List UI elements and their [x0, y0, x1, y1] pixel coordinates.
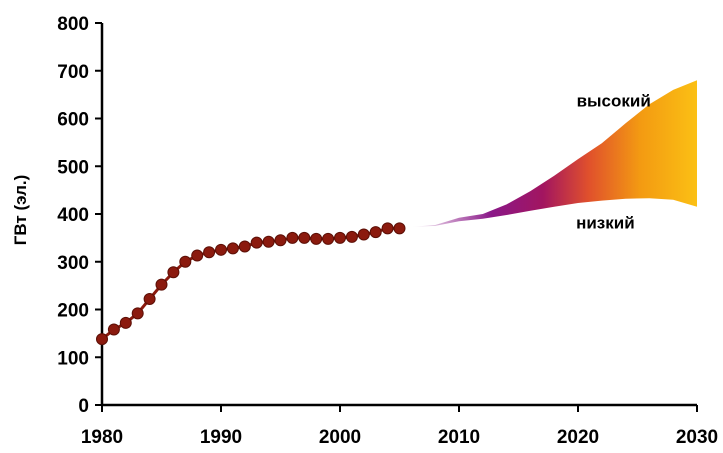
- data-point: [107, 323, 120, 336]
- x-tick-label: 2010: [438, 427, 480, 448]
- y-tick-label: 800: [57, 14, 89, 35]
- data-point: [238, 240, 251, 253]
- x-tick-label: 2000: [319, 427, 361, 448]
- data-point: [215, 243, 227, 256]
- projection-band: [411, 80, 697, 227]
- data-point: [286, 231, 299, 244]
- x-tick-label: 1990: [200, 427, 242, 448]
- data-point: [334, 231, 346, 244]
- x-tick-label: 2030: [676, 427, 718, 448]
- annotation-low: низкий: [576, 213, 635, 232]
- data-point: [298, 231, 311, 244]
- data-point: [155, 278, 168, 291]
- series-line: [101, 226, 400, 341]
- data-point: [119, 316, 132, 329]
- data-point: [226, 242, 239, 255]
- data-point: [369, 226, 382, 239]
- data-point: [393, 222, 406, 235]
- data-point: [179, 255, 192, 268]
- data-point: [203, 246, 216, 259]
- annotation-high: высокий: [577, 92, 651, 111]
- y-tick-label: 300: [57, 253, 89, 274]
- y-tick-label: 200: [57, 301, 89, 322]
- data-point: [345, 230, 358, 243]
- data-point: [250, 236, 263, 249]
- data-point: [357, 228, 370, 241]
- y-tick-label: 700: [57, 62, 89, 83]
- data-point: [274, 234, 287, 247]
- y-tick-label: 500: [57, 157, 89, 178]
- data-point: [191, 249, 204, 262]
- data-point: [262, 235, 275, 248]
- y-axis-label: ГВт (эл.): [11, 175, 30, 246]
- y-tick-label: 400: [57, 205, 89, 226]
- data-point: [131, 307, 144, 320]
- data-point: [167, 266, 180, 279]
- y-tick-label: 100: [57, 348, 89, 369]
- data-point: [310, 232, 323, 245]
- x-tick-label: 2020: [557, 427, 599, 448]
- x-tick-label: 1980: [81, 427, 123, 448]
- data-point: [322, 232, 335, 245]
- y-tick-label: 600: [57, 110, 89, 131]
- data-point: [96, 333, 108, 346]
- y-tick-label: 0: [78, 396, 89, 417]
- data-point: [381, 222, 394, 235]
- data-point: [143, 292, 156, 305]
